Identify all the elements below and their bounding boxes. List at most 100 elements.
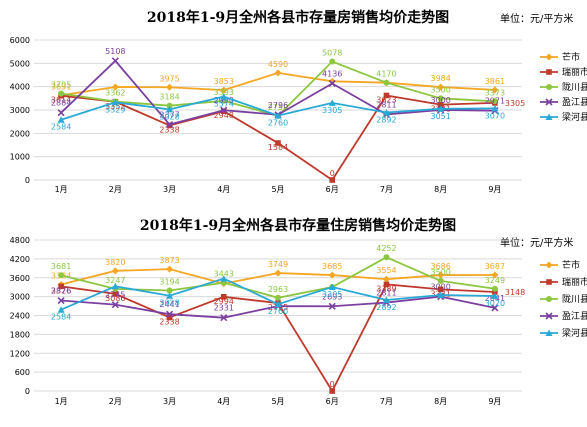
data-point (329, 177, 336, 183)
data-point (491, 292, 499, 299)
series-3: 3681 3247 3194 3443 2963 4252 3500 3249 (51, 244, 505, 301)
legend-label: 瑞丽市 (562, 66, 587, 78)
data-label: 5078 (322, 49, 342, 58)
data-label: 3686 (430, 262, 450, 271)
data-label: 3705 (51, 81, 71, 90)
data-point (274, 269, 282, 277)
data-label: 2990 (214, 96, 234, 105)
y-tick-label: 4200 (10, 255, 30, 264)
data-point (166, 265, 174, 273)
data-point (437, 95, 444, 102)
unit-label: 单位：元/平方米 (500, 236, 573, 249)
legend-label: 芒市 (562, 51, 580, 63)
data-label: 3051 (430, 112, 450, 121)
data-point (58, 90, 65, 97)
data-point (491, 86, 499, 94)
data-point (491, 98, 498, 105)
data-point (165, 120, 174, 129)
data-point (112, 291, 119, 297)
y-tick-label: 2000 (10, 129, 30, 138)
x-tick-label: 9月 (488, 397, 501, 406)
data-label: 3249 (485, 276, 505, 285)
data-label: 3681 (51, 262, 71, 271)
x-tick-label: 6月 (326, 397, 339, 406)
data-label: 3574 (214, 100, 234, 109)
data-label: 2377 (159, 111, 179, 120)
data-label: 4136 (322, 69, 342, 78)
data-point (492, 289, 498, 295)
data-point (383, 254, 390, 261)
data-label: 2948 (214, 111, 234, 120)
data-label: 3184 (159, 93, 179, 102)
data-label: 2760 (268, 119, 288, 128)
y-tick-label: 3000 (10, 106, 30, 115)
data-point (328, 79, 336, 88)
y-tick-label: 3600 (10, 274, 30, 283)
data-point (437, 105, 445, 112)
y-tick-label: 4000 (10, 83, 30, 92)
data-label: 2441 (159, 300, 179, 309)
data-label: 2331 (214, 304, 234, 313)
data-point (166, 314, 173, 321)
legend-label: 陇川县 (562, 81, 587, 93)
data-point (491, 285, 498, 292)
data-label: 2811 (376, 100, 396, 109)
data-point (491, 271, 499, 279)
data-point (437, 291, 445, 299)
data-point (111, 83, 119, 91)
data-label: 3861 (485, 77, 505, 86)
data-point (57, 109, 65, 117)
data-point (57, 116, 65, 123)
data-point (166, 83, 174, 91)
data-label: 3020 (485, 299, 505, 308)
data-point (329, 388, 336, 394)
data-label: 3373 (485, 88, 505, 97)
data-label: 4252 (376, 244, 396, 253)
data-label: 2963 (268, 285, 288, 294)
data-label: 3500 (430, 85, 450, 94)
data-label: 2338 (159, 317, 179, 326)
y-tick-label: 2400 (10, 312, 30, 321)
data-label: 3631 (51, 82, 71, 91)
data-label: 3389 (376, 284, 396, 293)
legend-item: 瑞丽市 (540, 66, 587, 78)
data-label: 3000 (430, 96, 450, 105)
data-label: 3623 (376, 95, 396, 104)
y-tick-label: 0 (25, 176, 30, 185)
data-point (58, 272, 65, 279)
data-label: 3984 (430, 74, 450, 83)
legend-label: 梁河县 (562, 111, 587, 123)
data-label: 2584 (51, 313, 71, 322)
y-tick-label: 4800 (10, 236, 30, 245)
legend-marker (546, 69, 552, 75)
data-point (328, 302, 336, 310)
data-point (275, 140, 281, 146)
x-tick-label: 8月 (434, 185, 447, 194)
data-label: 3554 (376, 266, 396, 275)
y-tick-label: 3000 (10, 293, 30, 302)
y-tick-label: 1800 (10, 330, 30, 339)
data-label: 5108 (105, 47, 125, 56)
data-point (220, 294, 227, 300)
data-label: 1584 (268, 143, 288, 152)
legend-label: 盈江县 (562, 311, 587, 322)
x-tick-label: 9月 (488, 185, 501, 194)
y-tick-label: 600 (15, 368, 30, 377)
data-label: 0 (330, 169, 335, 178)
data-label: 3362 (105, 89, 125, 98)
data-label: 3028 (159, 112, 179, 121)
data-label: 2892 (376, 303, 396, 312)
legend-marker (545, 98, 553, 106)
data-label: 3853 (214, 77, 234, 86)
data-label: 3687 (485, 262, 505, 271)
x-tick-label: 7月 (380, 185, 393, 194)
data-point (111, 267, 119, 275)
data-label: 3393 (214, 88, 234, 97)
data-point (58, 283, 64, 290)
x-tick-label: 5月 (271, 397, 284, 406)
data-point (437, 83, 445, 91)
legend-label: 梁河县 (562, 327, 587, 339)
data-point (491, 104, 499, 112)
data-point (382, 296, 390, 304)
data-point (383, 79, 390, 86)
